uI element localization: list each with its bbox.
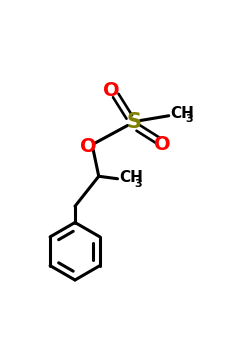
Text: 3: 3 [134,179,142,189]
Text: CH: CH [170,106,194,121]
Text: S: S [126,112,141,133]
Text: O: O [103,80,120,99]
Text: CH: CH [119,170,142,185]
Text: 3: 3 [186,114,194,125]
Text: O: O [154,135,171,154]
Text: O: O [80,137,97,156]
